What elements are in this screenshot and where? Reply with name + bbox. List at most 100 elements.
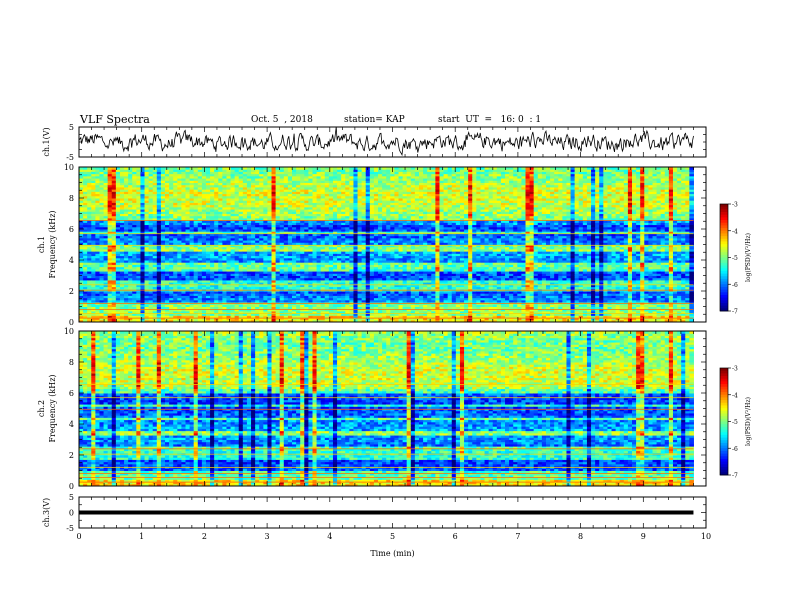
spectrogram-cell	[91, 211, 96, 214]
spectrogram-cell	[169, 319, 174, 323]
spectrogram-cell	[115, 257, 121, 261]
spectrogram-cell	[189, 299, 195, 303]
spectrogram-cell	[218, 244, 223, 248]
spectrogram-cell	[214, 266, 219, 270]
spectrogram-cell	[234, 222, 240, 226]
spectrogram-cell	[103, 317, 109, 321]
spectrogram-cell	[136, 273, 141, 276]
spectrogram-cell	[111, 191, 117, 195]
spectrogram-cell	[136, 291, 141, 294]
spectrogram-cell	[160, 200, 166, 203]
spectrogram-cell	[103, 271, 109, 274]
spectrogram-cell	[136, 244, 141, 248]
spectrogram-cell	[218, 217, 223, 221]
spectrogram-cell	[218, 273, 223, 276]
spectrogram-cell	[115, 260, 121, 263]
spectrogram-cell	[193, 175, 199, 179]
spectrogram-cell	[222, 244, 227, 248]
spectrogram-cell	[156, 224, 162, 228]
spectrogram-cell	[230, 202, 236, 206]
spectrogram-cell	[144, 200, 150, 203]
spectrogram-cell	[128, 189, 133, 192]
spectrogram-cell	[238, 229, 244, 232]
spectrogram-cell	[165, 169, 170, 172]
spectrogram-cell	[234, 295, 240, 299]
spectrogram-cell	[214, 182, 219, 186]
spectrogram-cell	[119, 308, 125, 312]
spectrogram-cell	[185, 220, 191, 223]
spectrogram-cell	[132, 257, 137, 261]
spectrogram-cell	[152, 180, 158, 183]
spectrogram-cell	[87, 184, 92, 188]
spectrogram-cell	[255, 217, 260, 221]
spectrogram-cell	[160, 193, 166, 197]
spectrogram-cell	[152, 211, 158, 214]
spectrogram-cell	[128, 242, 133, 245]
spectrogram-cell	[222, 257, 227, 261]
spectrogram-cell	[242, 299, 248, 303]
spectrogram-cell	[144, 169, 150, 172]
spectrogram-cell	[246, 291, 252, 294]
spectrogram-cell	[222, 306, 227, 310]
spectrogram-cell	[91, 189, 96, 192]
spectrogram-cell	[95, 306, 100, 310]
spectrogram-cell	[185, 295, 191, 299]
spectrogram-cell	[177, 195, 182, 199]
spectrogram-cell	[177, 231, 182, 234]
spectrogram-cell	[128, 286, 133, 290]
spectrogram-cell	[222, 173, 227, 177]
spectrogram-cell	[99, 235, 105, 239]
spectrogram-cell	[185, 213, 191, 217]
spectrogram-cell	[189, 255, 195, 259]
spectrogram-cell	[181, 293, 187, 296]
spectrogram-cell	[201, 233, 207, 237]
spectrogram-cell	[83, 271, 88, 274]
spectrogram-cell	[251, 299, 256, 303]
spectrogram-cell	[160, 264, 166, 268]
spectrogram-cell	[91, 215, 96, 219]
spectrogram-cell	[124, 220, 129, 223]
spectrogram-cell	[177, 175, 182, 179]
spectrogram-cell	[255, 213, 260, 217]
spectrogram-cell	[210, 251, 215, 254]
spectrogram-cell	[156, 268, 162, 272]
spectrogram-cell	[128, 220, 133, 223]
spectrogram-cell	[255, 242, 260, 245]
spectrogram-cell	[263, 279, 268, 283]
spectrogram-cell	[173, 271, 178, 274]
spectrogram-cell	[210, 297, 215, 301]
spectrogram-cell	[148, 291, 154, 294]
spectrogram-cell	[177, 215, 182, 219]
spectrogram-cell	[255, 279, 260, 283]
spectrogram-cell	[132, 264, 137, 268]
spectrogram-cell	[144, 308, 150, 312]
spectrogram-cell	[152, 277, 158, 281]
spectrogram-cell	[234, 167, 240, 170]
spectrogram-cell	[87, 193, 92, 197]
spectrogram-cell	[169, 215, 174, 219]
spectrogram-cell	[103, 282, 109, 285]
spectrogram-cell	[160, 297, 166, 301]
spectrogram-cell	[160, 295, 166, 299]
spectrogram-cell	[119, 246, 125, 250]
spectrogram-cell	[152, 297, 158, 301]
spectrogram-cell	[83, 229, 88, 232]
spectrogram-cell	[181, 224, 187, 228]
spectrogram-cell	[148, 260, 154, 263]
spectrogram-cell	[140, 215, 146, 219]
spectrogram-cell	[246, 171, 252, 175]
spectrogram-cell	[140, 226, 146, 230]
spectrogram-cell	[103, 215, 109, 219]
spectrogram-cell	[128, 255, 133, 259]
spectrogram-cell	[132, 195, 137, 199]
spectrogram-cell	[136, 180, 141, 183]
spectrogram-cell	[255, 313, 260, 316]
spectrogram-cell	[218, 255, 223, 259]
spectrogram-cell	[111, 195, 117, 199]
spectrogram-cell	[119, 279, 125, 283]
spectrogram-cell	[238, 235, 244, 239]
spectrogram-cell	[238, 246, 244, 250]
spectrogram-cell	[103, 202, 109, 206]
spectrogram-cell	[156, 182, 162, 186]
spectrogram-cell	[103, 195, 109, 199]
